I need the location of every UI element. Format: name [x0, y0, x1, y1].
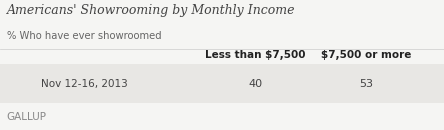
Text: Nov 12-16, 2013: Nov 12-16, 2013 [41, 79, 128, 89]
Text: Americans' Showrooming by Monthly Income: Americans' Showrooming by Monthly Income [7, 4, 295, 17]
Text: GALLUP: GALLUP [7, 112, 47, 122]
Text: 40: 40 [248, 79, 262, 89]
Text: 53: 53 [359, 79, 373, 89]
Text: Less than $7,500: Less than $7,500 [205, 50, 305, 60]
Text: % Who have ever showroomed: % Who have ever showroomed [7, 31, 161, 41]
Text: $7,500 or more: $7,500 or more [321, 50, 412, 60]
FancyBboxPatch shape [0, 64, 444, 103]
